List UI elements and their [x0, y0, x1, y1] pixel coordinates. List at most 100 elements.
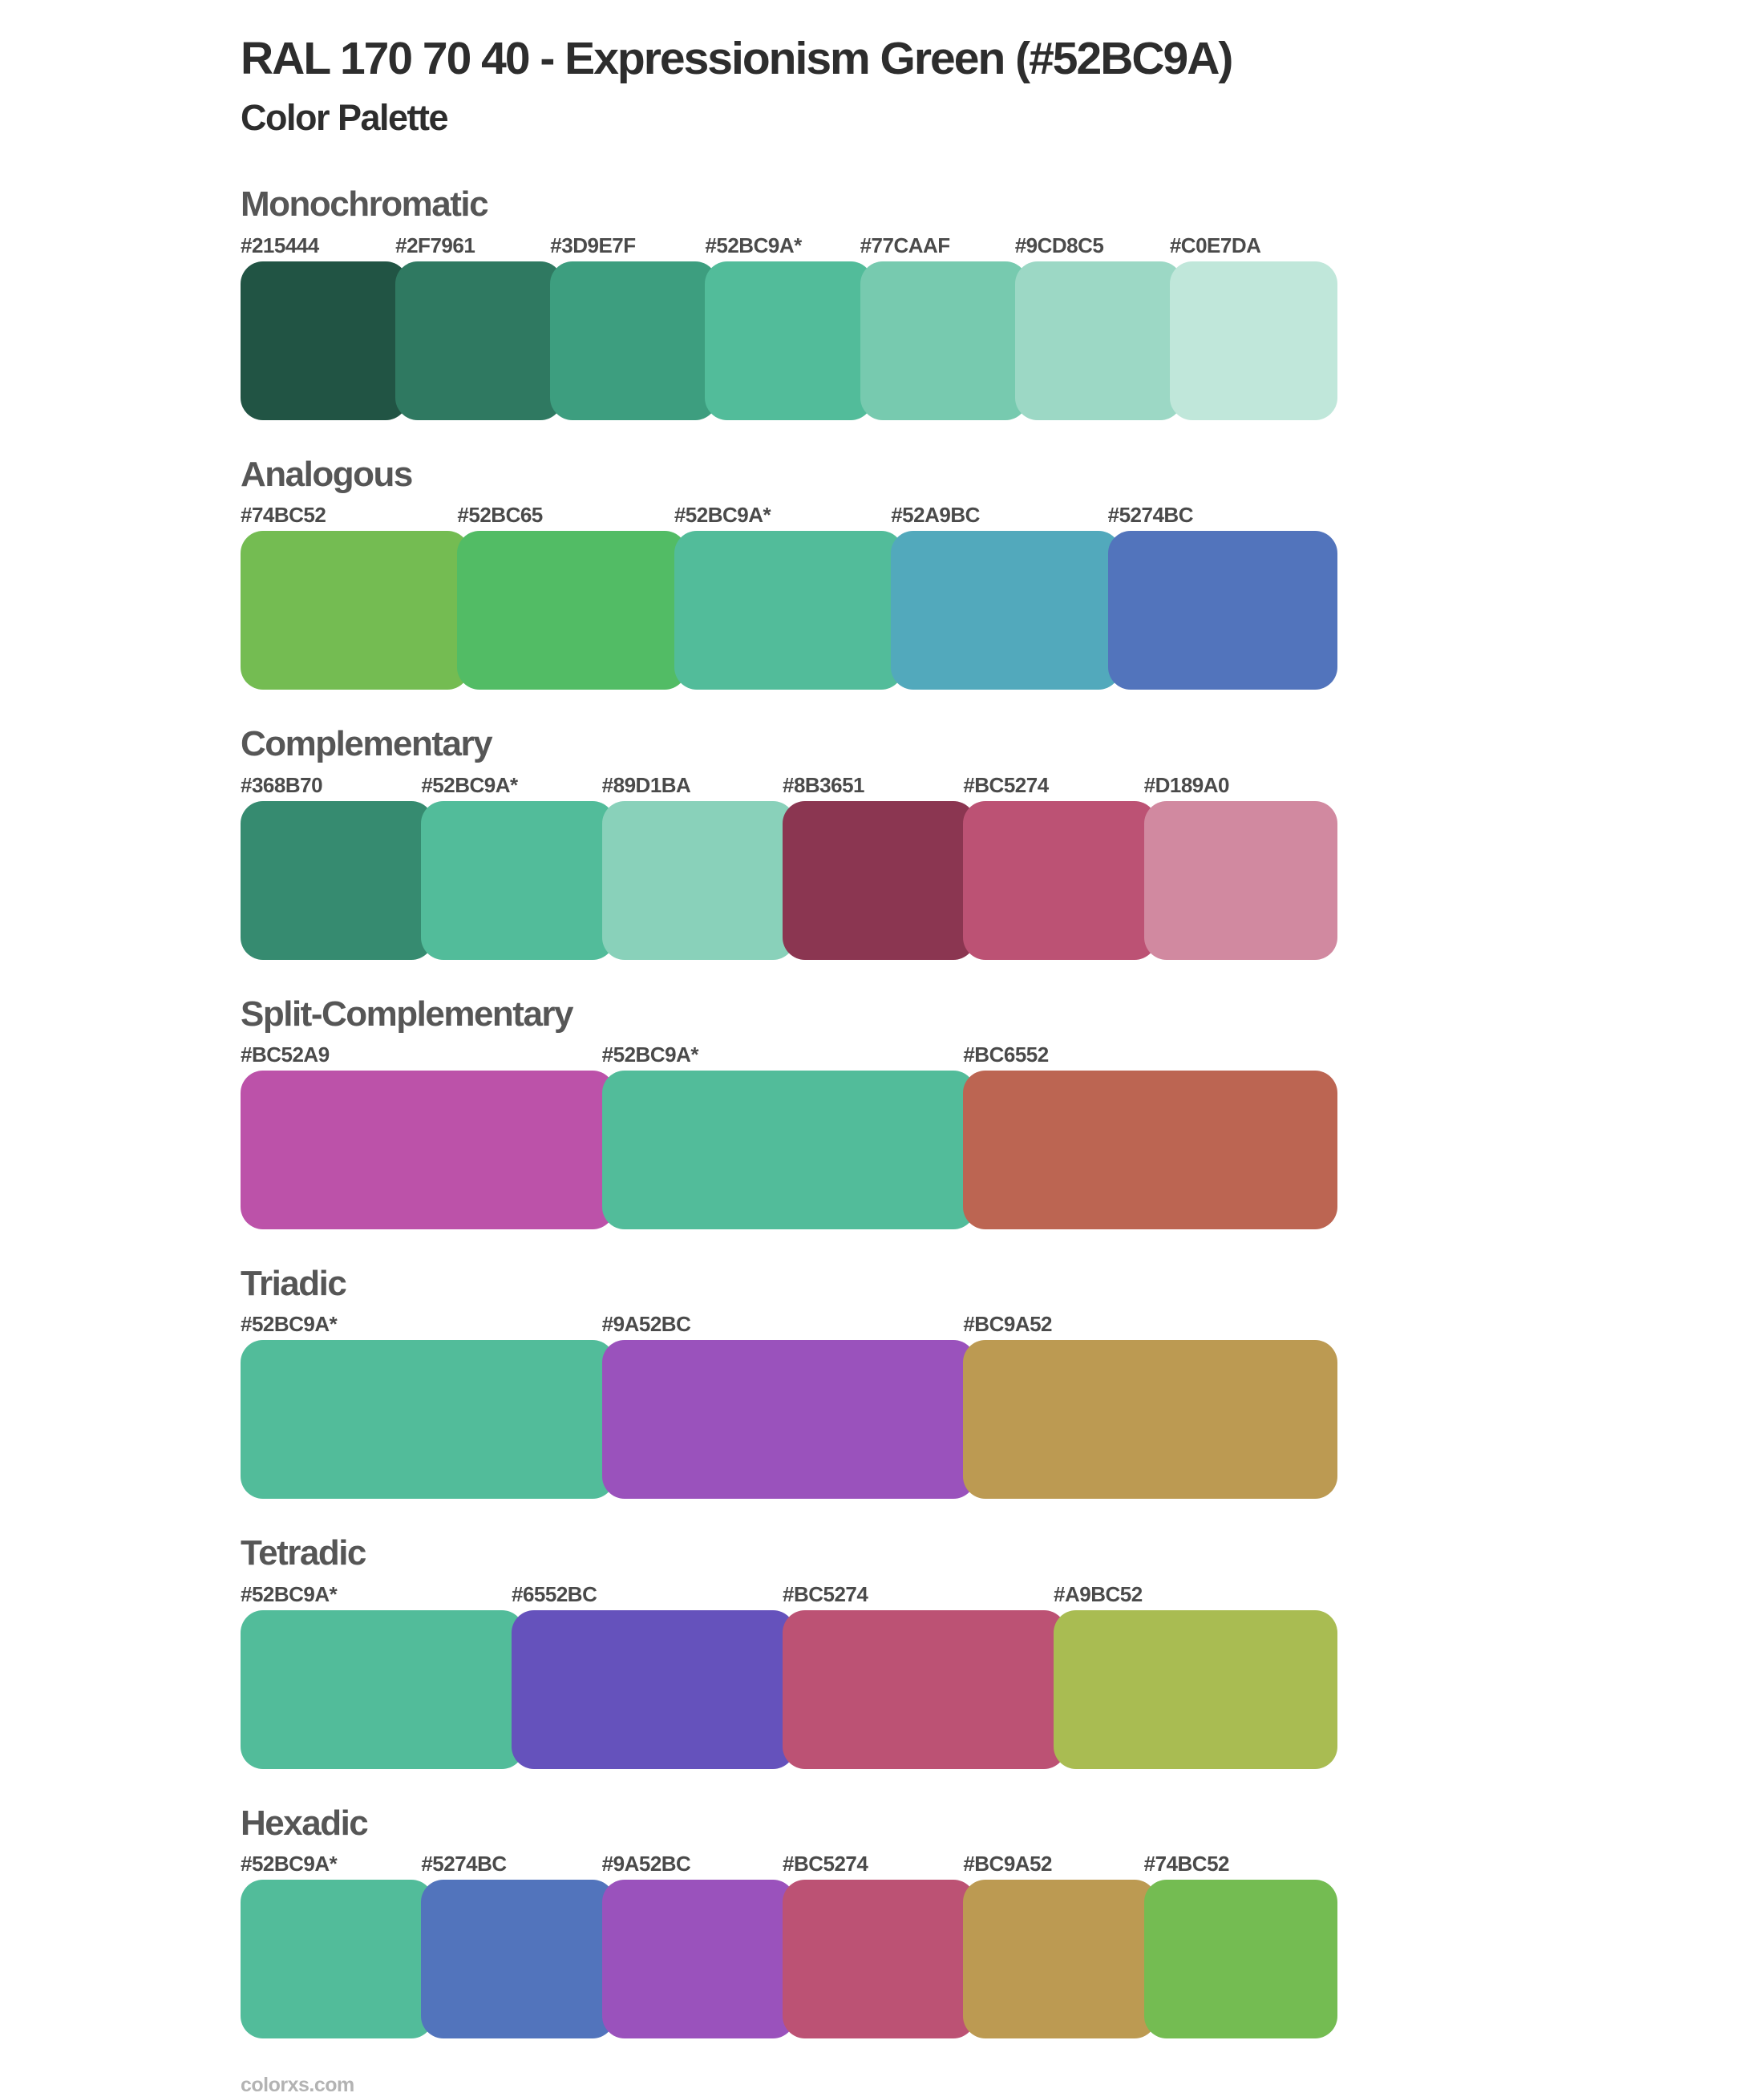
swatch-column: #5274BC [421, 1851, 615, 2039]
swatch-hex-label: #74BC52 [1143, 1852, 1230, 1876]
swatch-column: #52A9BC [891, 502, 1121, 690]
color-swatch[interactable] [241, 1340, 615, 1500]
swatch-column: #2F7961 [395, 233, 564, 420]
color-swatch[interactable] [1014, 261, 1183, 420]
swatch-column: #52BC65 [457, 502, 687, 690]
swatch-column: #BC9A52 [963, 1311, 1338, 1500]
color-swatch[interactable] [395, 261, 564, 420]
color-swatch[interactable] [512, 1609, 795, 1769]
page-subtitle: Color Palette [241, 96, 449, 138]
swatch-column: #52BC9A* [705, 233, 873, 420]
swatch-hex-label: #52A9BC [891, 503, 980, 528]
color-swatch[interactable] [860, 261, 1028, 420]
color-swatch[interactable] [782, 1880, 977, 2039]
page-title: RAL 170 70 40 - Expressionism Green (#52… [241, 33, 1233, 84]
swatch-column: #52BC9A* [674, 502, 904, 690]
color-swatch[interactable] [241, 531, 471, 690]
color-swatch[interactable] [1054, 1609, 1337, 1769]
color-swatch[interactable] [891, 531, 1121, 690]
section-analogous: Analogous #74BC52 #52BC65 #52BC9A* #52A9… [241, 455, 1339, 690]
color-swatch[interactable] [241, 1609, 524, 1769]
swatch-hex-label: #3D9E7F [550, 233, 636, 257]
color-swatch[interactable] [963, 1070, 1338, 1229]
swatch-column: #215444 [241, 233, 409, 420]
swatch-hex-label: #5274BC [1107, 503, 1194, 528]
swatch-hex-label: #52BC9A* [601, 1042, 699, 1067]
color-swatch[interactable] [963, 1880, 1157, 2039]
color-swatch[interactable] [1143, 1880, 1337, 2039]
swatch-column: #BC5274 [782, 1851, 977, 2039]
color-swatch[interactable] [457, 531, 687, 690]
swatch-hex-label: #2F7961 [395, 233, 475, 257]
swatch-hex-label: #52BC9A* [421, 772, 518, 797]
section-complementary: Complementary #368B70 #52BC9A* #89D1BA #… [241, 724, 1339, 960]
swatch-hex-label: #89D1BA [601, 772, 691, 797]
swatch-hex-label: #52BC9A* [241, 1312, 338, 1337]
swatch-hex-label: #52BC9A* [705, 233, 802, 257]
swatch-hex-label: #9CD8C5 [1014, 233, 1104, 257]
swatch-column: #BC9A52 [963, 1851, 1157, 2039]
swatch-hex-label: #8B3651 [782, 772, 865, 797]
footer-brand: colorxs.com [241, 2074, 354, 2097]
swatch-column: #D189A0 [1143, 772, 1337, 960]
swatch-column: #74BC52 [1143, 1851, 1337, 2039]
swatch-row: #368B70 #52BC9A* #89D1BA #8B3651 #BC5274… [241, 772, 1337, 960]
swatch-hex-label: #9A52BC [601, 1852, 691, 1876]
section-heading: Split-Complementary [241, 994, 574, 1034]
color-swatch[interactable] [550, 261, 718, 420]
swatch-column: #52BC9A* [421, 772, 615, 960]
swatch-hex-label: #52BC65 [457, 503, 543, 528]
section-split-complementary: Split-Complementary #BC52A9 #52BC9A* #BC… [241, 994, 1339, 1229]
swatch-column: #74BC52 [241, 502, 471, 690]
color-swatch[interactable] [241, 1070, 615, 1229]
swatch-hex-label: #BC9A52 [963, 1312, 1053, 1337]
swatch-column: #5274BC [1107, 502, 1338, 690]
color-swatch[interactable] [601, 1880, 795, 2039]
swatch-column: #52BC9A* [241, 1311, 615, 1500]
swatch-column: #9A52BC [601, 1851, 795, 2039]
swatch-column: #9CD8C5 [1014, 233, 1183, 420]
swatch-column: #C0E7DA [1169, 233, 1337, 420]
color-swatch[interactable] [241, 261, 409, 420]
section-heading: Hexadic [241, 1803, 369, 1843]
swatch-hex-label: #9A52BC [601, 1312, 691, 1337]
swatch-column: #BC5274 [783, 1581, 1066, 1769]
color-swatch[interactable] [241, 800, 435, 960]
swatch-hex-label: #BC5274 [782, 1852, 868, 1876]
color-swatch[interactable] [1107, 531, 1338, 690]
section-hexadic: Hexadic #52BC9A* #5274BC #9A52BC #BC5274… [241, 1803, 1339, 2039]
color-swatch[interactable] [783, 1609, 1066, 1769]
swatch-hex-label: #D189A0 [1143, 772, 1230, 797]
section-heading: Monochromatic [241, 184, 489, 225]
swatch-row: #215444 #2F7961 #3D9E7F #52BC9A* #77CAAF… [241, 233, 1337, 420]
swatch-column: #BC6552 [963, 1042, 1338, 1229]
swatch-column: #6552BC [512, 1581, 795, 1769]
palette-sections: Monochromatic #215444 #2F7961 #3D9E7F #5… [241, 184, 1339, 2039]
swatch-hex-label: #A9BC52 [1054, 1581, 1143, 1606]
color-swatch[interactable] [601, 800, 795, 960]
color-swatch[interactable] [241, 1880, 435, 2039]
section-heading: Analogous [241, 454, 413, 494]
swatch-column: #3D9E7F [550, 233, 718, 420]
swatch-hex-label: #6552BC [512, 1581, 597, 1606]
color-swatch[interactable] [963, 800, 1157, 960]
color-swatch[interactable] [674, 531, 904, 690]
color-swatch[interactable] [601, 1340, 977, 1500]
color-swatch[interactable] [1169, 261, 1337, 420]
section-heading: Tetradic [241, 1533, 366, 1573]
section-heading: Triadic [241, 1263, 347, 1303]
color-swatch[interactable] [705, 261, 873, 420]
swatch-hex-label: #74BC52 [241, 503, 326, 528]
swatch-column: #77CAAF [860, 233, 1028, 420]
color-swatch[interactable] [782, 800, 977, 960]
color-swatch[interactable] [1143, 800, 1337, 960]
color-swatch[interactable] [601, 1070, 977, 1229]
color-swatch[interactable] [421, 800, 615, 960]
swatch-column: #BC5274 [963, 772, 1157, 960]
swatch-hex-label: #77CAAF [860, 233, 951, 257]
swatch-column: #A9BC52 [1054, 1581, 1337, 1769]
swatch-hex-label: #52BC9A* [241, 1852, 338, 1876]
swatch-hex-label: #215444 [241, 233, 319, 257]
color-swatch[interactable] [963, 1340, 1338, 1500]
color-swatch[interactable] [421, 1880, 615, 2039]
